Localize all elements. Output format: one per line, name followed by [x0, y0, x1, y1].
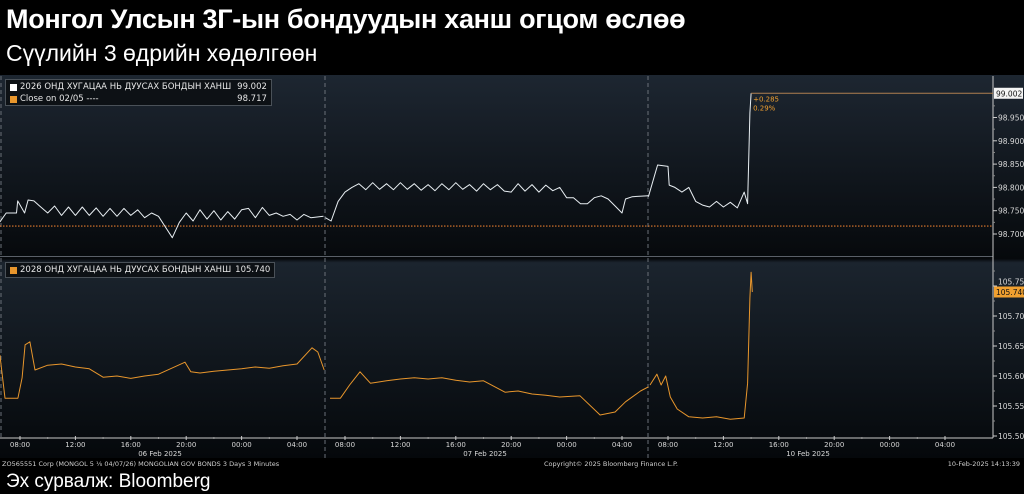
footer-copyright: Copyright© 2025 Bloomberg Finance L.P.	[544, 460, 678, 468]
last-price-box	[994, 87, 1023, 99]
legend-top: 2026 ОНД ХУГАЦАА НЬ ДУУСАХ БОНДЫН ХАНШ 99…	[5, 79, 272, 106]
series-line-2026-bond	[325, 182, 649, 222]
x-tick-label: 16:00	[446, 441, 466, 449]
y-tick-label: 98.700	[998, 230, 1024, 239]
change-label: +0.285	[753, 95, 779, 103]
x-date-label: 07 Feb 2025	[463, 450, 507, 458]
x-tick-label: 20:00	[176, 441, 196, 449]
legend-series-value: 105.740	[235, 265, 271, 275]
y-tick-label: 105.750	[998, 278, 1024, 287]
x-tick-label: 04:00	[287, 441, 307, 449]
legend-swatch-orange	[10, 266, 17, 274]
legend-close-value: 98.717	[237, 94, 267, 104]
x-date-label: 10 Feb 2025	[786, 450, 830, 458]
y-tick-label: 105.600	[998, 372, 1024, 381]
y-tick-label: 105.650	[998, 342, 1024, 351]
change-label: 0.29%	[753, 104, 776, 112]
x-tick-label: 16:00	[121, 441, 141, 449]
series-line-2028-bond	[0, 341, 325, 399]
x-tick-label: 12:00	[713, 441, 733, 449]
legend-close-name: Close on 02/05 ----	[20, 94, 99, 104]
x-date-label: 06 Feb 2025	[138, 450, 182, 458]
legend-swatch-white	[10, 83, 17, 91]
x-tick-label: 12:00	[390, 441, 410, 449]
x-tick-label: 20:00	[501, 441, 521, 449]
y-tick-label: 105.550	[998, 402, 1024, 411]
x-tick-label: 20:00	[824, 441, 844, 449]
y-tick-label: 98.850	[998, 160, 1024, 169]
footer-security: ZO565551 Corp (MONGOL 5 ⅛ 04/07/26) MONG…	[2, 460, 280, 468]
last-price-box	[994, 286, 1024, 298]
y-tick-label: 98.750	[998, 207, 1024, 216]
legend-swatch-orange	[10, 95, 17, 103]
legend-series-name: 2028 ОНД ХУГАЦАА НЬ ДУУСАХ БОНДЫН ХАНШ	[20, 265, 232, 275]
x-tick-label: 04:00	[612, 441, 632, 449]
last-price-label: 105.740	[996, 288, 1024, 297]
series-line-2026-bond	[0, 199, 324, 239]
x-tick-label: 00:00	[232, 441, 252, 449]
footer-timestamp: 10-Feb-2025 14:13:39	[947, 460, 1020, 468]
series-line-2028-bond	[330, 371, 649, 416]
legend-bottom: 2028 ОНД ХУГАЦАА НЬ ДУУСАХ БОНДЫН ХАНШ 10…	[5, 262, 276, 278]
x-tick-label: 08:00	[10, 441, 30, 449]
last-price-label: 99.002	[996, 89, 1022, 98]
y-tick-label: 105.500	[998, 432, 1024, 441]
x-tick-label: 00:00	[880, 441, 900, 449]
x-tick-label: 04:00	[935, 441, 955, 449]
x-tick-label: 16:00	[769, 441, 789, 449]
x-tick-label: 08:00	[658, 441, 678, 449]
y-tick-label: 98.800	[998, 183, 1024, 192]
x-tick-label: 08:00	[335, 441, 355, 449]
x-tick-label: 00:00	[557, 441, 577, 449]
page-subtitle: Сүүлийн 3 өдрийн хөдөлгөөн	[6, 40, 318, 66]
series-line-2026-bond	[647, 93, 752, 209]
x-tick-label: 12:00	[65, 441, 85, 449]
y-tick-label: 98.900	[998, 137, 1024, 146]
page-title: Монгол Улсын 3Г-ын бондуудын ханш огцом …	[6, 4, 686, 34]
series-line-2028-bond	[649, 271, 753, 420]
source-note: Эх сурвалж: Bloomberg	[6, 471, 211, 492]
legend-series-value: 99.002	[237, 82, 267, 92]
y-tick-label: 98.950	[998, 114, 1024, 123]
y-tick-label: 105.700	[998, 312, 1024, 321]
legend-series-name: 2026 ОНД ХУГАЦАА НЬ ДУУСАХ БОНДЫН ХАНШ	[20, 82, 232, 92]
